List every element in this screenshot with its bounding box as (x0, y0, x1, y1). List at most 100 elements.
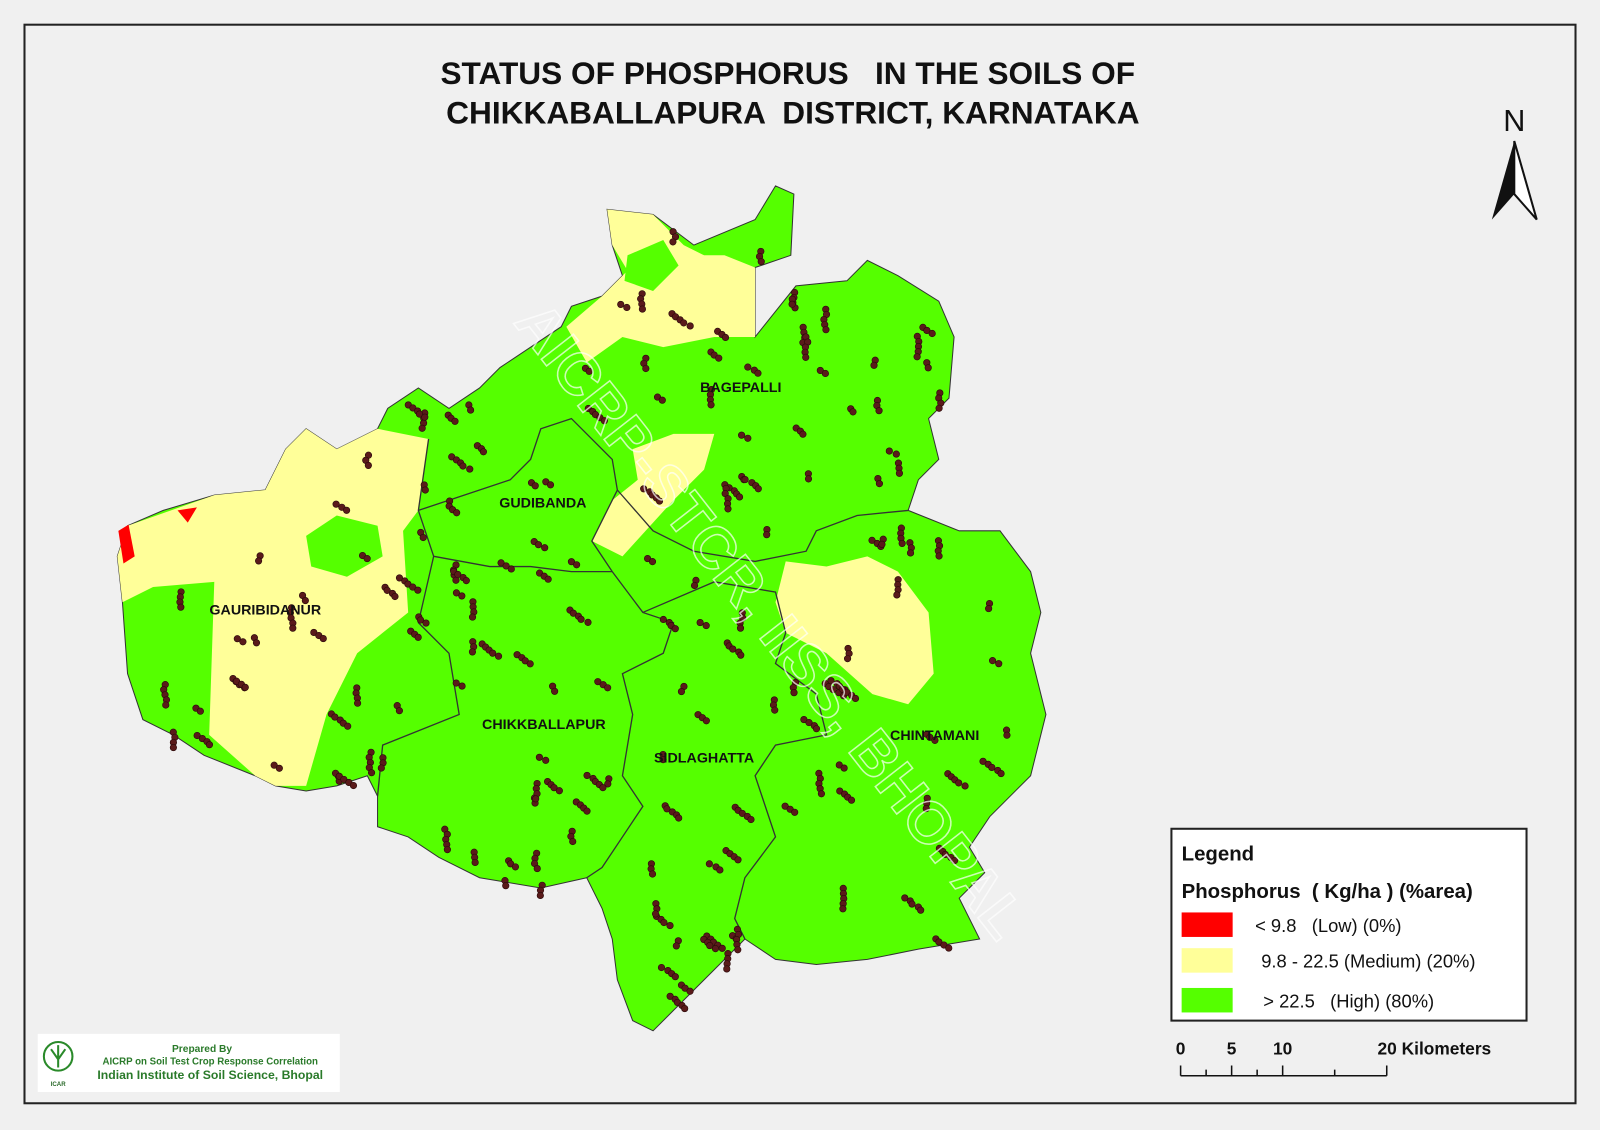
sample-point (532, 795, 540, 803)
credits: ICAR Prepared By AICRP on Soil Test Crop… (37, 1033, 340, 1093)
logo-text: ICAR (51, 1081, 67, 1088)
sample-point (533, 865, 541, 873)
medium-zone (566, 209, 756, 363)
sample-point (788, 300, 796, 308)
sample-point (344, 722, 352, 730)
sample-point (255, 557, 263, 565)
sample-point (544, 575, 552, 583)
sample-point (507, 565, 515, 573)
sample-point (494, 652, 503, 660)
sample-point (950, 857, 959, 865)
sample-point (443, 846, 451, 854)
sample-point (301, 596, 309, 605)
sample-point (840, 764, 848, 772)
sample-point (546, 481, 555, 489)
taluk-boundary (376, 438, 460, 797)
sample-point (462, 577, 470, 585)
sample-point (526, 660, 534, 668)
sample-point (479, 448, 488, 456)
taluk-boundary (642, 581, 828, 940)
arrow-right (1513, 140, 1538, 221)
sample-point (536, 891, 544, 900)
sample-point (924, 364, 932, 372)
sample-point (741, 476, 749, 484)
sample-point (878, 540, 886, 548)
sample-point (851, 694, 860, 703)
sample-point (675, 814, 683, 822)
title-line: CHIKKABALLAPURA DISTRICT, KARNATAKA (446, 95, 1139, 131)
sample-point (680, 319, 688, 327)
sample-point (754, 369, 762, 377)
sample-point (459, 462, 467, 470)
sample-point (898, 539, 906, 548)
sample-point (677, 687, 686, 696)
sample-point (707, 401, 715, 409)
sample-point (453, 509, 461, 517)
sample-point (569, 837, 577, 846)
sample-point (735, 493, 744, 501)
sample-point (343, 506, 351, 514)
sample-point (923, 326, 931, 335)
sample-point (922, 804, 930, 813)
sample-point (658, 396, 666, 404)
credits-box (37, 1033, 340, 1093)
sample-point (584, 618, 592, 626)
sample-point (734, 856, 742, 864)
sample-point (651, 910, 660, 918)
sample-point (868, 536, 876, 544)
taluk-label: BAGEPALLI (700, 380, 781, 396)
sample-point (391, 592, 399, 601)
low-zone (177, 507, 197, 523)
sample-point (908, 900, 916, 908)
legend-swatch (1181, 987, 1233, 1013)
sample-point (669, 238, 677, 246)
district-map (116, 185, 1047, 1032)
sample-point (979, 757, 987, 765)
sample-point (817, 790, 825, 798)
sample-point (623, 303, 631, 312)
sample-point (702, 622, 710, 630)
scale-label: 10 (1273, 1038, 1292, 1058)
sample-point (241, 683, 249, 691)
legend-swatch (1181, 948, 1233, 973)
sample-point (706, 941, 714, 950)
credit-line: Indian Institute of Soil Science, Bhopal (97, 1068, 323, 1082)
legend-title: Legend (1182, 843, 1255, 865)
legend-label: 9.8 - 22.5 (Medium) (20%) (1261, 951, 1475, 972)
sample-point (681, 1004, 689, 1013)
sample-point (945, 944, 953, 952)
sample-point (711, 945, 720, 953)
sample-point (417, 616, 425, 624)
sample-point (734, 946, 742, 954)
sample-point (744, 363, 752, 371)
sample-point (875, 480, 884, 488)
sample-point (827, 677, 835, 685)
taluk-boundary (433, 555, 613, 573)
sample-point (988, 657, 997, 665)
sample-point (822, 326, 830, 334)
sample-point (747, 815, 755, 824)
sample-point (275, 764, 283, 772)
sample-point (468, 613, 477, 621)
sample-point (377, 764, 385, 772)
sample-point (901, 894, 909, 902)
north-arrow: N (1491, 104, 1538, 221)
legend-subtitle: Phosphorus ( Kg/ha ) (%area) (1182, 881, 1473, 903)
sample-point (648, 558, 657, 566)
scale-bar: 0 5 10 20 Kilometers (1176, 1038, 1491, 1077)
credit-line: Prepared By (172, 1044, 232, 1055)
sample-point (690, 581, 699, 590)
sample-point (354, 699, 362, 707)
sample-point (715, 354, 723, 362)
medium-zone (117, 428, 429, 786)
sample-point (534, 541, 542, 549)
sample-point (638, 305, 646, 313)
sample-point (458, 682, 466, 690)
sample-point (395, 707, 403, 715)
sample-point (666, 922, 674, 930)
sample-point (757, 258, 765, 266)
sample-point (660, 918, 668, 927)
sample-point (799, 430, 807, 438)
sample-point (604, 780, 612, 788)
taluk-label: GAURIBIDANUR (209, 602, 321, 618)
